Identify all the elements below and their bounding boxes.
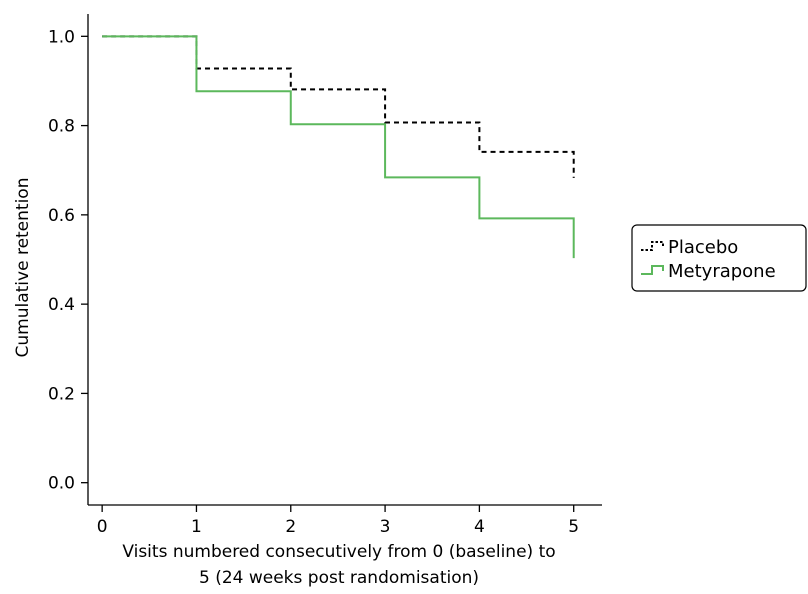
y-tick-label: 0.4: [48, 295, 75, 315]
y-tick-label: 0.6: [48, 206, 75, 226]
legend-swatch-metyrapone: [641, 265, 664, 275]
x-tick-label: 5: [568, 517, 579, 537]
series-line-metyrapone: [102, 35, 575, 259]
axes: 0.0 0.2 0.4 0.6 0.8 1.0 0 1 2 3 4 5 Visits numbered …: [13, 14, 602, 588]
x-tick-label: 2: [285, 517, 296, 537]
legend-box: [631, 224, 807, 292]
legend-swatch-placebo: [641, 241, 664, 251]
series-line-placebo: [102, 35, 575, 178]
legend-label-metyrapone: Metyrapone: [668, 261, 776, 282]
x-tick-label: 0: [97, 517, 108, 537]
legend: Placebo Metyrapone: [631, 224, 807, 292]
series-layer: [102, 35, 575, 259]
x-tick-label: 4: [474, 517, 485, 537]
y-tick-label: 1.0: [48, 27, 75, 47]
x-tick-label: 1: [191, 517, 202, 537]
x-tick-label: 3: [380, 517, 391, 537]
y-tick-label: 0.2: [48, 384, 75, 404]
y-axis-title: Cumulative retention: [13, 178, 33, 358]
x-axis-title-line: Visits numbered consecutively from 0 (ba…: [122, 542, 555, 562]
y-tick-label: 0.0: [48, 474, 75, 494]
x-axis-title-line: 5 (24 weeks post randomisation): [199, 568, 479, 588]
y-tick-label: 0.8: [48, 117, 75, 137]
legend-label-placebo: Placebo: [668, 237, 738, 258]
